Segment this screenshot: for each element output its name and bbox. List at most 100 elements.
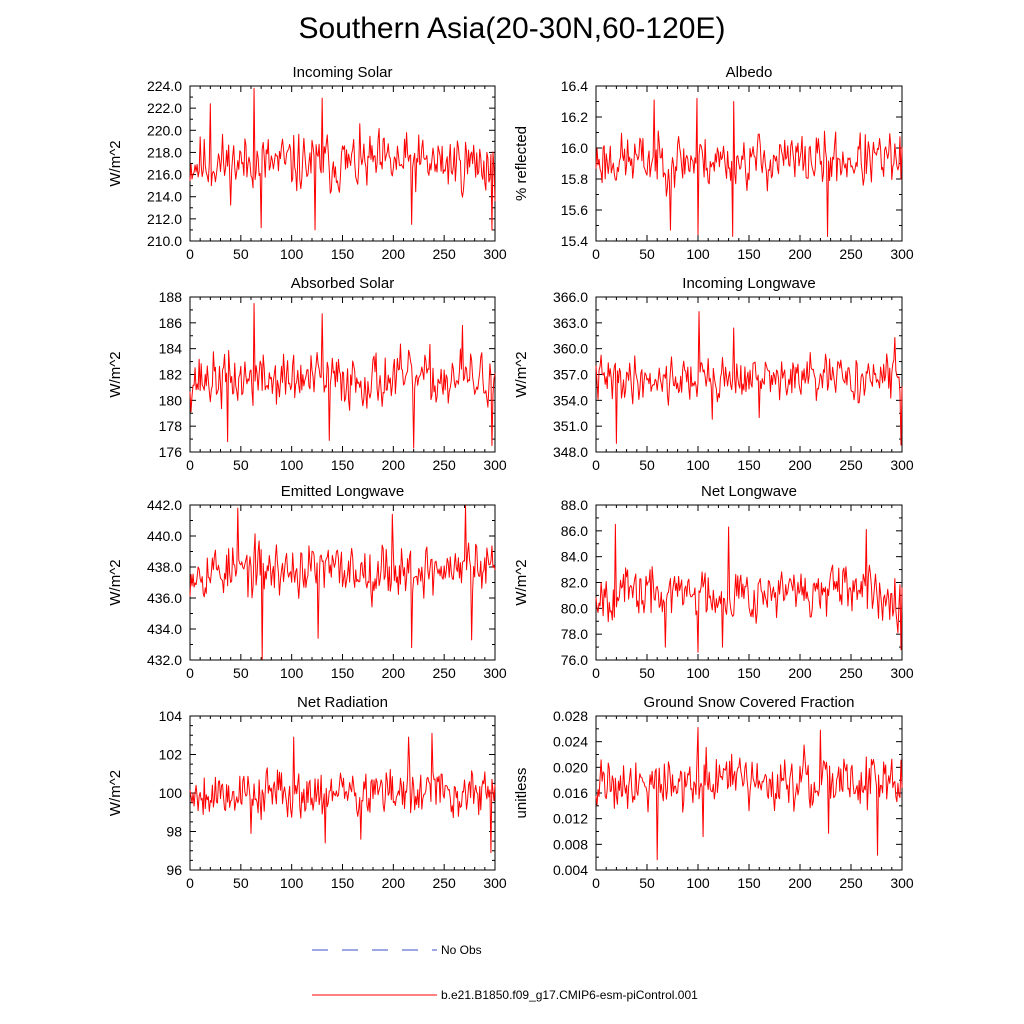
panel-title: Emitted Longwave (281, 483, 404, 500)
y-tick-label: 186 (159, 315, 183, 331)
y-axis-label: W/m^2 (107, 140, 124, 186)
legend-model-label: b.e21.B1850.f09_g17.CMIP6-esm-piControl.… (441, 988, 698, 1002)
x-tick-label: 250 (839, 457, 863, 473)
x-tick-label: 100 (280, 665, 304, 681)
x-tick-label: 300 (483, 665, 507, 681)
x-tick-label: 0 (186, 665, 194, 681)
x-tick-label: 150 (737, 875, 761, 891)
series-line-net-radiation (189, 732, 496, 854)
y-tick-label: 16.0 (561, 140, 588, 156)
y-tick-label: 222.0 (147, 100, 182, 116)
x-tick-label: 300 (483, 457, 507, 473)
y-tick-label: 180 (159, 392, 183, 408)
y-tick-label: 84.0 (561, 549, 588, 565)
series-line-absorbed-solar (189, 302, 496, 449)
x-tick-label: 200 (788, 246, 812, 262)
y-tick-label: 434.0 (147, 621, 182, 637)
x-tick-label: 100 (280, 875, 304, 891)
y-tick-label: 218.0 (147, 144, 182, 160)
y-tick-label: 15.4 (561, 233, 588, 249)
y-tick-label: 104 (159, 708, 183, 724)
y-axis-label: % reflected (513, 126, 530, 201)
x-tick-label: 50 (639, 457, 655, 473)
x-tick-label: 300 (483, 246, 507, 262)
y-tick-label: 176 (159, 444, 183, 460)
y-tick-label: 363.0 (553, 315, 588, 331)
panel-title: Net Radiation (297, 694, 388, 711)
x-tick-label: 300 (890, 875, 914, 891)
y-tick-label: 0.028 (553, 708, 588, 724)
y-tick-label: 82.0 (561, 575, 588, 591)
y-tick-label: 16.4 (561, 78, 588, 94)
x-tick-label: 300 (890, 457, 914, 473)
x-tick-label: 250 (432, 246, 456, 262)
y-tick-label: 432.0 (147, 652, 182, 668)
y-tick-label: 15.6 (561, 202, 588, 218)
x-tick-label: 50 (233, 875, 249, 891)
panel-absorbed-solar: Absorbed Solar W/m^2 0 50 100 150 200 250 300 176… (107, 275, 507, 473)
x-tick-label: 300 (890, 246, 914, 262)
x-tick-label: 200 (788, 665, 812, 681)
x-tick-label: 200 (788, 875, 812, 891)
panel-title: Incoming Solar (292, 64, 392, 81)
x-tick-label: 150 (331, 875, 355, 891)
y-tick-label: 96 (166, 862, 182, 878)
y-tick-label: 214.0 (147, 189, 182, 205)
panel-emitted-longwave: Emitted Longwave W/m^2 0 50 100 150 200 250 300 4… (107, 483, 507, 681)
y-tick-label: 80.0 (561, 600, 588, 616)
x-tick-label: 100 (280, 246, 304, 262)
y-tick-label: 351.0 (553, 418, 588, 434)
x-tick-label: 100 (686, 246, 710, 262)
y-tick-label: 16.2 (561, 109, 588, 125)
y-tick-label: 0.016 (553, 785, 588, 801)
y-tick-label: 216.0 (147, 167, 182, 183)
x-tick-label: 150 (737, 457, 761, 473)
x-tick-label: 50 (233, 665, 249, 681)
y-axis-label: unitless (513, 768, 530, 819)
panel-ground-snow-covered-fraction: Ground Snow Covered Fraction unitless 0 50 1… (513, 694, 914, 891)
y-axis-label: W/m^2 (513, 351, 530, 397)
series-line-incoming-longwave (595, 311, 903, 446)
y-axis-label: W/m^2 (107, 351, 124, 397)
y-axis-label: W/m^2 (107, 559, 124, 605)
x-tick-label: 150 (331, 246, 355, 262)
y-tick-label: 354.0 (553, 392, 588, 408)
y-tick-label: 102 (159, 747, 183, 763)
panel-net-radiation: Net Radiation W/m^2 0 50 100 150 200 250 300 96 98… (107, 694, 507, 891)
panel-title: Absorbed Solar (291, 275, 394, 292)
y-tick-label: 182 (159, 367, 183, 383)
y-tick-label: 78.0 (561, 626, 588, 642)
y-tick-label: 442.0 (147, 497, 182, 513)
y-tick-label: 357.0 (553, 367, 588, 383)
x-tick-label: 150 (331, 665, 355, 681)
y-tick-label: 0.020 (553, 759, 588, 775)
y-tick-label: 438.0 (147, 559, 182, 575)
x-tick-label: 200 (382, 665, 406, 681)
x-tick-label: 50 (639, 246, 655, 262)
y-axis-label: W/m^2 (107, 770, 124, 816)
x-tick-label: 300 (890, 665, 914, 681)
series-line-albedo (595, 97, 903, 237)
y-tick-label: 366.0 (553, 289, 588, 305)
y-tick-label: 0.004 (553, 862, 588, 878)
x-tick-label: 50 (233, 246, 249, 262)
y-tick-label: 76.0 (561, 652, 588, 668)
y-tick-label: 210.0 (147, 233, 182, 249)
x-tick-label: 100 (280, 457, 304, 473)
series-line-incoming-solar (189, 87, 496, 231)
x-tick-label: 100 (686, 457, 710, 473)
y-tick-label: 98 (166, 824, 182, 840)
x-tick-label: 0 (592, 875, 600, 891)
x-tick-label: 250 (839, 665, 863, 681)
x-tick-label: 0 (592, 457, 600, 473)
x-tick-label: 200 (382, 246, 406, 262)
y-tick-label: 212.0 (147, 211, 182, 227)
x-tick-label: 200 (382, 875, 406, 891)
y-tick-label: 360.0 (553, 341, 588, 357)
x-tick-label: 250 (432, 665, 456, 681)
x-tick-label: 150 (737, 246, 761, 262)
y-tick-label: 0.008 (553, 836, 588, 852)
x-tick-label: 300 (483, 875, 507, 891)
panel-albedo: Albedo % reflected 0 50 100 150 200 250 300 15.4 1… (513, 64, 914, 262)
x-tick-label: 250 (839, 246, 863, 262)
